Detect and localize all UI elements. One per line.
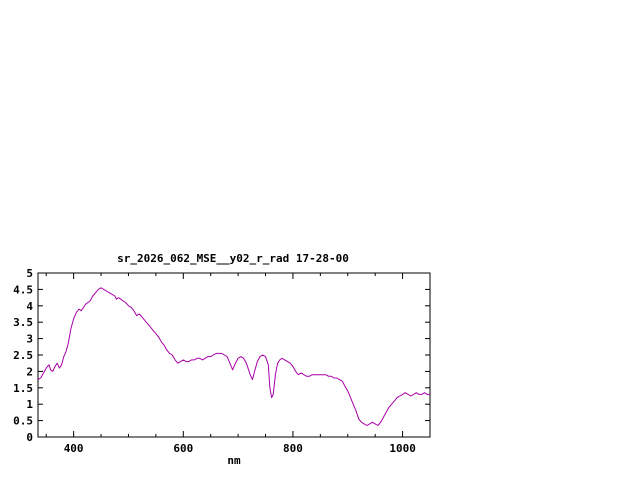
y-tick-label: 3: [26, 333, 33, 346]
y-tick-label: 2.5: [13, 349, 33, 362]
spectral-radiance-chart: sr_2026_062_MSE__y02_r_rad 17-28-00 0 0.5…: [0, 246, 470, 480]
plot-area: 0 0.5 1 1.5 2 2.5 3 3.5 4 4.5 5 400 600 800 1000: [13, 267, 431, 455]
x-tick-label: 800: [283, 442, 303, 455]
x-tick-label: 1000: [389, 442, 416, 455]
y-tick-label: 0: [26, 431, 33, 444]
x-axis-label: nm: [227, 454, 241, 467]
y-tick-label: 3.5: [13, 316, 33, 329]
x-tick-label: 600: [173, 442, 193, 455]
y-tick-label: 0.5: [13, 415, 33, 428]
y-tick-label: 4: [26, 300, 33, 313]
y-tick-label: 5: [26, 267, 33, 280]
y-tick-label: 1: [26, 398, 33, 411]
y-tick-label: 4.5: [13, 283, 33, 296]
y-tick-label: 2: [26, 365, 33, 378]
y-tick-label: 1.5: [13, 382, 33, 395]
x-tick-label: 400: [64, 442, 84, 455]
plot-border: [37, 272, 431, 438]
series-line: [37, 287, 430, 426]
chart-title: sr_2026_062_MSE__y02_r_rad 17-28-00: [117, 252, 349, 265]
